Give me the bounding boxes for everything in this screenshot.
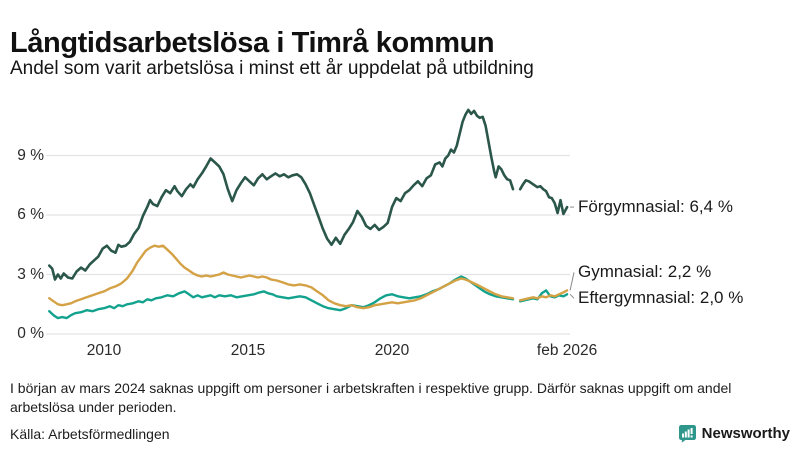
chart-footnote: I början av mars 2024 saknas uppgift om … [10, 380, 732, 415]
newsworthy-logo[interactable]: Newsworthy [678, 424, 790, 443]
page-title: Långtidsarbetslösa i Timrå kommun [10, 27, 495, 60]
series-end-label-eftergymnasial: Eftergymnasial: 2,0 % [578, 288, 744, 308]
annotation-connector [569, 293, 575, 299]
x-axis-tick-label: 2015 [230, 342, 266, 359]
series-end-label-forgymnasial: Förgymnasial: 6,4 % [578, 197, 733, 217]
x-axis-tick-label: 2010 [86, 342, 122, 359]
y-axis-tick-label: 3 % [17, 265, 44, 283]
x-axis-tick-label: 2020 [374, 342, 410, 359]
newsworthy-wordmark: Newsworthy [701, 425, 790, 442]
series-end-label-gymnasial: Gymnasial: 2,2 % [578, 262, 712, 282]
y-axis-tick-label: 9 % [17, 146, 44, 164]
newsworthy-chart-bubble-icon [678, 424, 697, 443]
page-subtitle: Andel som varit arbetslösa i minst ett å… [10, 58, 534, 79]
series-line-forgymnasial [518, 179, 569, 216]
y-axis-tick-label: 6 % [17, 206, 44, 223]
series-line-gymnasial [48, 244, 515, 310]
chart-canvas [46, 108, 575, 335]
line-chart: 0 % 3 % 6 % 9 % 2010 2015 2020 feb 2026 Förgym… [17, 108, 744, 359]
source-credit: Källa: Arbetsförmedlingen [10, 426, 170, 442]
annotation-connector [569, 272, 575, 291]
series-line-forgymnasial [47, 108, 515, 281]
series-line-gymnasial [519, 289, 569, 302]
x-axis-tick-label: feb 2026 [536, 342, 598, 359]
y-axis-tick-label: 0 % [17, 325, 44, 342]
